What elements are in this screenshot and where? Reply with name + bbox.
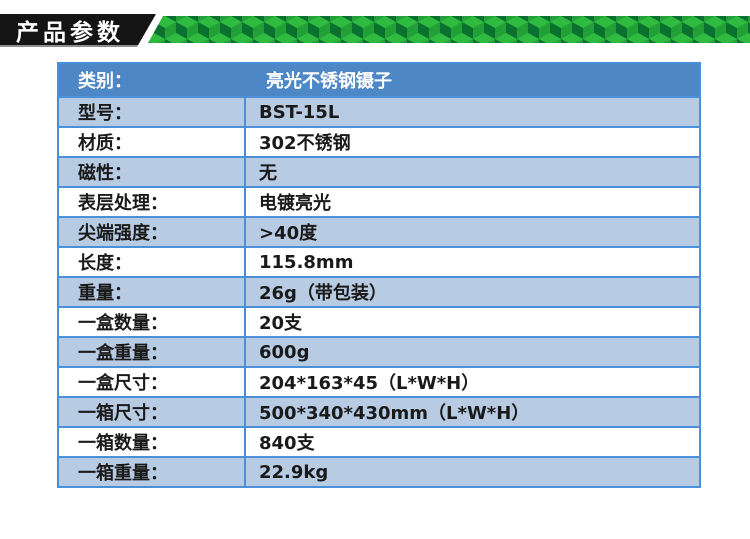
spec-value: 302不锈钢 [244,128,699,156]
spec-label: 一箱尺寸： [78,403,168,424]
spec-label: 一箱重量： [78,463,168,484]
spec-row: 一盒尺寸： 204*163*45（L*W*H） [59,366,699,396]
spec-label: 一箱数量： [78,433,168,454]
spec-row: 表层处理： 电镀亮光 [59,186,699,216]
spec-label: 类别： [78,71,132,92]
spec-row: 一箱数量： 840支 [59,426,699,456]
spec-header-row: 类别： 亮光不锈钢镊子 [59,64,699,96]
spec-value: 600g [244,338,699,366]
spec-row: 一盒重量： 600g [59,336,699,366]
spec-row: 一箱尺寸： 500*340*430mm（L*W*H） [59,396,699,426]
cube-pattern-svg [148,16,750,43]
spec-label: 磁性： [78,163,132,184]
spec-label: 表层处理： [78,193,168,214]
spec-row: 一箱重量： 22.9kg [59,456,699,486]
banner-title: 产品参数 [16,19,124,46]
banner-title-plate: 产品参数 [0,14,156,47]
spec-value: 840支 [244,428,699,456]
spec-label: 一盒尺寸： [78,373,168,394]
spec-value: 115.8mm [244,248,699,276]
spec-value: 500*340*430mm（L*W*H） [244,398,699,426]
spec-row: 磁性： 无 [59,156,699,186]
spec-label: 材质： [78,133,132,154]
spec-value: BST-15L [244,98,699,126]
spec-value: 26g（带包装） [244,278,699,306]
spec-label: 重量： [78,283,132,304]
product-params-banner: 产品参数 [0,0,750,50]
spec-row: 一盒数量： 20支 [59,306,699,336]
green-cube-pattern [148,16,750,43]
spec-label: 一盒数量： [78,313,168,334]
spec-value: 电镀亮光 [244,188,699,216]
spec-row: 材质： 302不锈钢 [59,126,699,156]
spec-label: 长度： [78,253,132,274]
spec-row: 尖端强度： >40度 [59,216,699,246]
spec-row: 型号： BST-15L [59,96,699,126]
spec-value: 22.9kg [244,458,699,486]
spec-label: 一盒重量： [78,343,168,364]
spec-value: 20支 [244,308,699,336]
spec-value: 亮光不锈钢镊子 [266,71,392,92]
spec-value: 204*163*45（L*W*H） [244,368,699,396]
spec-table: 类别： 亮光不锈钢镊子型号： BST-15L 材质： 302不锈钢磁性： 无表层处理： 电镀… [57,62,701,488]
spec-label: 型号： [78,103,132,124]
spec-label: 尖端强度： [78,223,168,244]
spec-value: >40度 [244,218,699,246]
spec-value: 无 [244,158,699,186]
spec-row: 长度： 115.8mm [59,246,699,276]
spec-row: 重量： 26g（带包装） [59,276,699,306]
